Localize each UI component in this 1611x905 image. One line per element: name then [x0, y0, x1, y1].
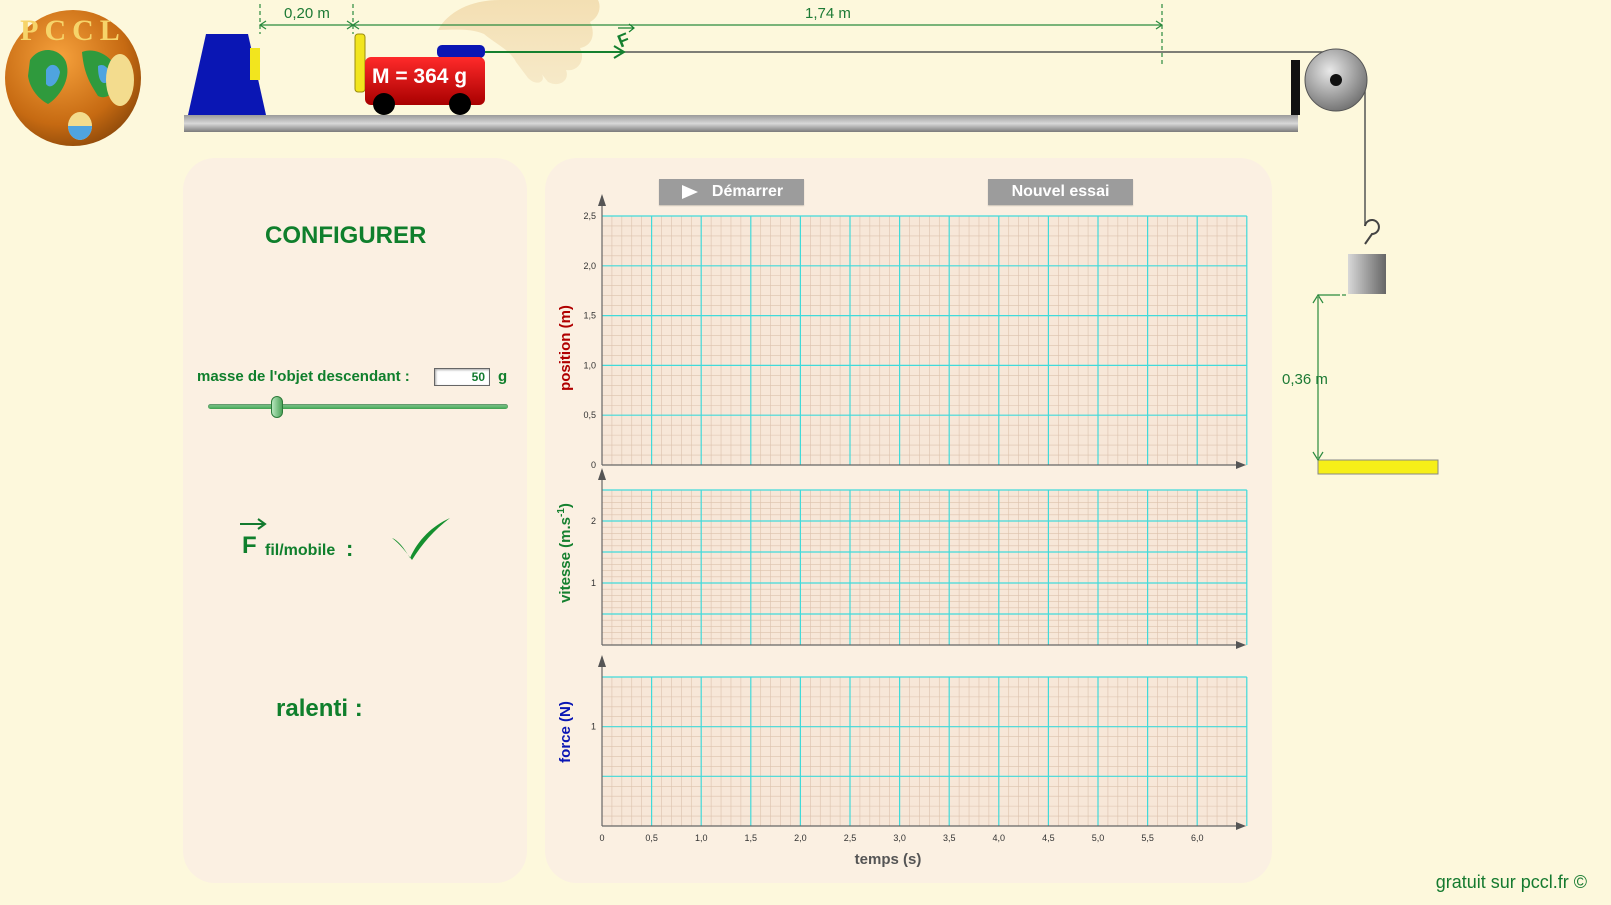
position-y-tick-label: 1,0: [583, 360, 596, 370]
x-tick-label: 4,0: [993, 833, 1006, 843]
height-label: 0,36 m: [1282, 371, 1328, 388]
velocity-plot-area: [602, 490, 1247, 645]
retry-button[interactable]: Nouvel essai: [988, 179, 1133, 205]
cart: [354, 33, 485, 115]
position-x-arrow: [1236, 461, 1246, 469]
top-dimensions: [258, 4, 1164, 64]
x-tick-label: 4,5: [1042, 833, 1055, 843]
force-toggle-checkmark-icon[interactable]: [390, 516, 454, 562]
position-y-tick-label: 1,5: [583, 311, 596, 321]
distance-right-label: 1,74 m: [805, 5, 851, 22]
cart-mass-label: M = 364 g: [372, 65, 467, 88]
x-axis-label: temps (s): [855, 851, 922, 868]
height-dimension: [1312, 293, 1346, 462]
x-tick-label: 5,0: [1092, 833, 1105, 843]
position-y-tick-label: 2,5: [583, 211, 596, 221]
x-tick-label: 1,5: [745, 833, 758, 843]
config-panel: [183, 158, 527, 883]
position-y-label: position (m): [557, 305, 574, 391]
logo-letters: PCCL: [20, 14, 126, 47]
footer-credit: gratuit sur pccl.fr ©: [1435, 872, 1587, 892]
position-plot-area: [602, 216, 1247, 465]
force-vector: [462, 23, 635, 59]
hand-illustration: [438, 0, 600, 85]
config-title: CONFIGURER: [265, 222, 427, 249]
x-tick-label: 5,5: [1141, 833, 1154, 843]
force-x-arrow: [1236, 822, 1246, 830]
x-tick-label: 6,0: [1191, 833, 1204, 843]
hanging-mass: [1348, 254, 1386, 294]
play-icon: [681, 185, 698, 199]
mass-input[interactable]: [434, 368, 490, 386]
pccl-logo: PCCL: [5, 10, 141, 146]
x-tick-label: 0,5: [645, 833, 658, 843]
mass-unit: g: [498, 368, 508, 385]
force-y-arrow: [598, 655, 606, 667]
end-stop-yellow: [250, 48, 260, 80]
velocity-y-arrow: [598, 468, 606, 480]
mass-label: masse de l'objet descendant :: [197, 368, 410, 385]
x-tick-label: 3,5: [943, 833, 956, 843]
mass-slider-track: [208, 404, 508, 409]
track: [184, 115, 1298, 132]
force-toggle-subscript: fil/mobile: [265, 542, 336, 559]
x-tick-label: 0: [599, 833, 604, 843]
mass-slider-thumb[interactable]: [271, 396, 283, 418]
x-tick-label: 2,0: [794, 833, 807, 843]
hook: [1364, 219, 1380, 245]
force-toggle-colon: :: [346, 536, 354, 561]
force-y-label: force (N): [557, 701, 574, 763]
velocity-y-tick-label: 2: [591, 516, 596, 526]
velocity-y-label: vitesse (m.s-1): [556, 503, 574, 603]
position-y-tick-label: 0,5: [583, 410, 596, 420]
mass-slider[interactable]: [208, 396, 508, 418]
start-button[interactable]: Démarrer: [659, 179, 804, 205]
position-y-tick-label: 2,0: [583, 261, 596, 271]
x-tick-label: 3,0: [893, 833, 906, 843]
x-tick-label: 2,5: [844, 833, 857, 843]
slow-motion-label: ralenti :: [276, 695, 363, 722]
velocity-x-arrow: [1236, 641, 1246, 649]
position-y-arrow: [598, 194, 606, 206]
force-toggle-symbol: F: [242, 532, 257, 559]
stop-post: [1291, 60, 1300, 115]
force-plot-area: [602, 677, 1247, 826]
end-stop-block: [188, 34, 266, 115]
floor-target: [1317, 459, 1439, 475]
velocity-y-tick-label: 1: [591, 578, 596, 588]
retry-button-label: Nouvel essai: [1011, 183, 1110, 200]
distance-left-label: 0,20 m: [284, 5, 330, 22]
force-y-tick-label: 1: [591, 722, 596, 732]
force-vector-arrow: [240, 518, 267, 530]
start-button-label: Démarrer: [711, 183, 784, 200]
position-y-tick-label: 0: [591, 460, 596, 470]
x-tick-label: 1,0: [695, 833, 708, 843]
